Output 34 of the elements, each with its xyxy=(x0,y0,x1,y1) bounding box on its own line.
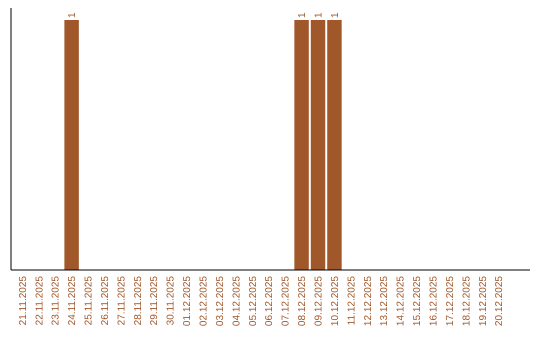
x-tick-label: 19.12.2025 xyxy=(478,276,489,326)
x-tick-label: 21.11.2025 xyxy=(18,276,29,326)
data-label: 1 xyxy=(330,12,341,18)
x-tick-label: 28.11.2025 xyxy=(132,276,144,326)
x-tick-label: 15.12.2025 xyxy=(412,276,424,326)
x-tick-label: 11.12.2025 xyxy=(346,276,358,326)
x-tick-label: 14.12.2025 xyxy=(396,276,407,326)
x-tick-label: 23.11.2025 xyxy=(50,276,62,326)
data-label: 1 xyxy=(67,12,78,18)
x-tick-label: 27.11.2025 xyxy=(116,276,128,326)
x-tick-label: 16.12.2025 xyxy=(428,276,440,326)
x-tick-label: 18.12.2025 xyxy=(461,276,472,326)
x-tick-label: 12.12.2025 xyxy=(362,276,374,326)
x-tick-label: 22.11.2025 xyxy=(34,276,46,326)
data-label: 1 xyxy=(297,12,308,18)
x-tick-label: 01.12.2025 xyxy=(182,276,194,326)
x-tick-label: 07.12.2025 xyxy=(280,276,292,326)
x-tick-label: 04.12.2025 xyxy=(231,276,242,326)
x-tick-label: 02.12.2025 xyxy=(198,276,210,326)
x-tick-label: 20.12.2025 xyxy=(494,276,506,326)
data-label: 1 xyxy=(314,12,325,18)
x-tick-label: 30.11.2025 xyxy=(166,276,177,326)
x-tick-label: 13.12.2025 xyxy=(379,276,390,326)
x-tick-label: 05.12.2025 xyxy=(248,276,259,326)
x-tick-label: 26.11.2025 xyxy=(100,276,111,326)
x-tick-label: 25.11.2025 xyxy=(84,276,95,326)
x-tick-label: 09.12.2025 xyxy=(314,276,325,326)
x-tick-label: 17.12.2025 xyxy=(444,276,456,326)
x-tick-label: 03.12.2025 xyxy=(214,276,226,326)
x-tick-label: 29.11.2025 xyxy=(149,276,160,326)
x-tick-label: 24.11.2025 xyxy=(67,276,78,326)
x-tick-label: 10.12.2025 xyxy=(330,276,341,326)
x-tick-label: 08.12.2025 xyxy=(297,276,308,326)
x-tick-label: 06.12.2025 xyxy=(264,276,276,326)
